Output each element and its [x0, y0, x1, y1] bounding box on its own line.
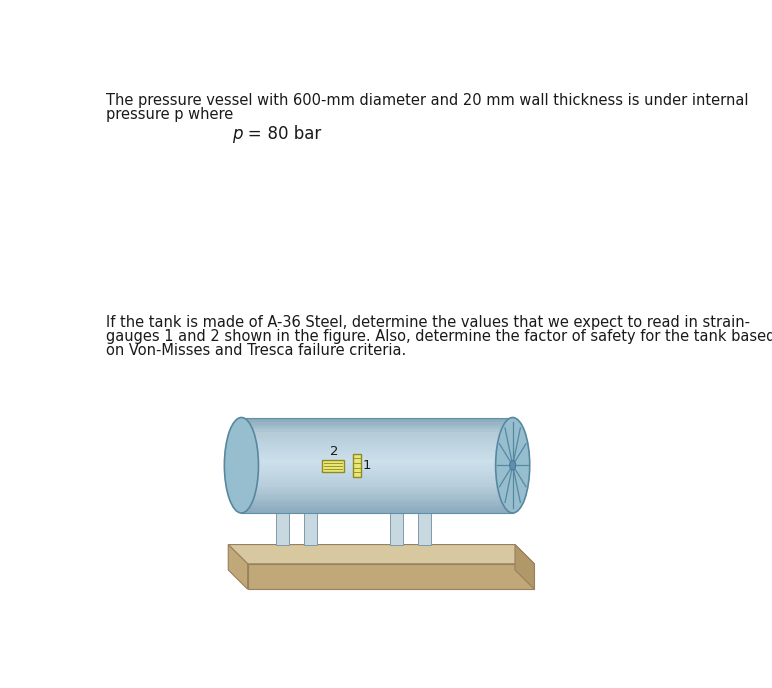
Ellipse shape	[510, 460, 516, 470]
Polygon shape	[242, 506, 513, 508]
Polygon shape	[242, 504, 513, 506]
Polygon shape	[242, 473, 513, 475]
Polygon shape	[242, 432, 513, 434]
Polygon shape	[242, 499, 513, 501]
Text: If the tank is made of A-36 Steel, determine the values that we expect to read i: If the tank is made of A-36 Steel, deter…	[106, 315, 750, 330]
Polygon shape	[304, 500, 317, 545]
Polygon shape	[242, 486, 513, 489]
Polygon shape	[242, 437, 513, 439]
Text: pressure p where: pressure p where	[106, 107, 233, 122]
Polygon shape	[242, 494, 513, 496]
Polygon shape	[242, 465, 513, 468]
Polygon shape	[242, 444, 513, 446]
Ellipse shape	[225, 418, 259, 513]
Polygon shape	[248, 563, 534, 589]
Polygon shape	[242, 482, 513, 484]
Text: 2: 2	[330, 445, 339, 458]
Text: gauges 1 and 2 shown in the figure. Also, determine the factor of safety for the: gauges 1 and 2 shown in the figure. Also…	[106, 329, 772, 344]
Polygon shape	[242, 446, 513, 449]
Text: The pressure vessel with 600-mm diameter and 20 mm wall thickness is under inter: The pressure vessel with 600-mm diameter…	[106, 94, 748, 108]
Text: 80 bar: 80 bar	[257, 125, 321, 143]
Polygon shape	[242, 442, 513, 444]
Polygon shape	[242, 501, 513, 504]
Polygon shape	[242, 429, 513, 432]
Polygon shape	[276, 500, 317, 510]
Polygon shape	[390, 500, 403, 545]
Polygon shape	[242, 477, 513, 480]
Text: p =: p =	[232, 125, 262, 143]
Polygon shape	[242, 468, 513, 470]
Polygon shape	[242, 489, 513, 491]
Polygon shape	[242, 418, 513, 420]
Polygon shape	[242, 427, 513, 429]
Polygon shape	[242, 491, 513, 494]
Text: on Von-Misses and Tresca failure criteria.: on Von-Misses and Tresca failure criteri…	[106, 343, 406, 358]
Text: 1: 1	[363, 459, 371, 472]
Polygon shape	[242, 449, 513, 451]
Polygon shape	[242, 484, 513, 486]
Polygon shape	[418, 500, 431, 545]
Polygon shape	[242, 480, 513, 482]
Polygon shape	[242, 420, 513, 422]
Polygon shape	[390, 500, 431, 510]
Polygon shape	[242, 453, 513, 455]
Polygon shape	[388, 492, 433, 500]
Polygon shape	[242, 458, 513, 460]
Polygon shape	[242, 422, 513, 424]
Polygon shape	[515, 545, 534, 589]
Polygon shape	[242, 470, 513, 473]
Polygon shape	[322, 460, 344, 472]
Ellipse shape	[496, 418, 530, 513]
Polygon shape	[242, 451, 513, 453]
Polygon shape	[242, 463, 513, 465]
Polygon shape	[242, 434, 513, 437]
Polygon shape	[242, 439, 513, 442]
Polygon shape	[353, 453, 361, 477]
Polygon shape	[242, 455, 513, 458]
Polygon shape	[229, 545, 534, 563]
Polygon shape	[274, 492, 319, 500]
Polygon shape	[242, 424, 513, 427]
Polygon shape	[229, 545, 248, 589]
Polygon shape	[242, 460, 513, 463]
Polygon shape	[242, 475, 513, 477]
Polygon shape	[276, 500, 289, 545]
Polygon shape	[242, 496, 513, 499]
Polygon shape	[242, 508, 513, 510]
Polygon shape	[242, 510, 513, 513]
